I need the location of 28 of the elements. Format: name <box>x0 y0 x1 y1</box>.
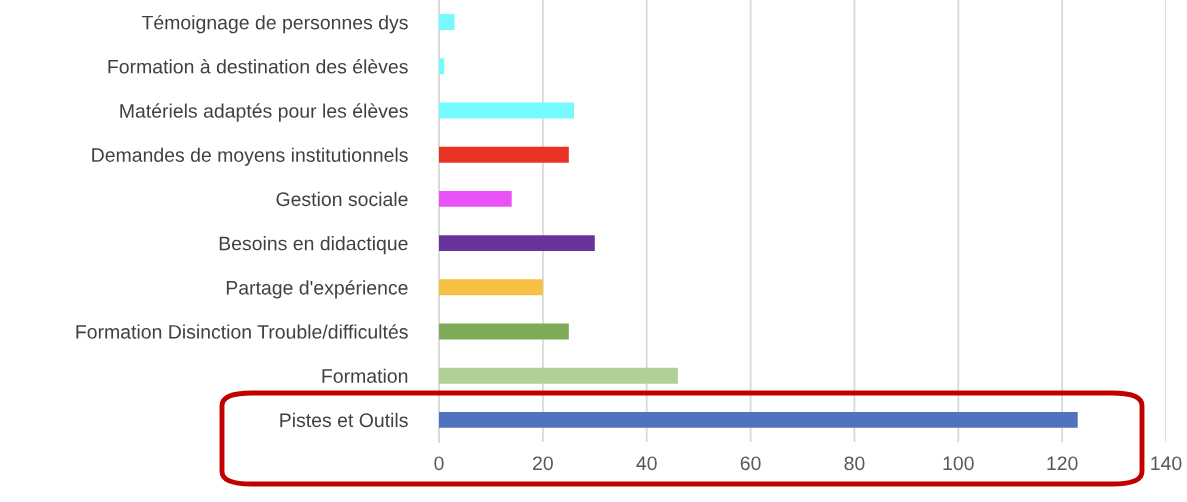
x-tick-label: 0 <box>434 456 444 471</box>
x-tick-label: 20 <box>533 456 553 471</box>
y-tick-label: Besoins en didactique <box>219 236 408 255</box>
y-tick-label: Formation Disinction Trouble/difficultés <box>76 324 408 339</box>
bar <box>439 279 543 296</box>
x-tick-label: 40 <box>636 456 657 471</box>
y-tick-label: Partage d'expérience <box>226 280 408 299</box>
y-tick-label: Formation <box>322 368 408 383</box>
bar <box>439 146 569 163</box>
bar <box>439 58 445 75</box>
bar <box>439 190 512 207</box>
bar <box>439 235 595 252</box>
y-tick-label: Formation à destination des élèves <box>108 59 408 74</box>
x-tick-label: 140 <box>1151 456 1182 471</box>
x-tick-label: 120 <box>1047 456 1078 471</box>
y-tick-label: Demandes de moyens institutionnels <box>92 147 408 166</box>
bar <box>439 323 569 340</box>
bar <box>439 102 575 119</box>
bar <box>439 14 455 31</box>
bar <box>439 367 678 384</box>
x-tick-label: 100 <box>943 456 974 471</box>
y-tick-label: Matériels adaptés pour les élèves <box>120 103 408 122</box>
bar <box>439 411 1078 428</box>
y-tick-label: Pistes et Outils <box>280 412 408 428</box>
y-tick-label: Gestion sociale <box>276 191 408 207</box>
x-tick-label: 80 <box>844 456 865 471</box>
y-tick-label: Témoignage de personnes dys <box>141 14 408 34</box>
x-tick-label: 60 <box>740 456 761 471</box>
